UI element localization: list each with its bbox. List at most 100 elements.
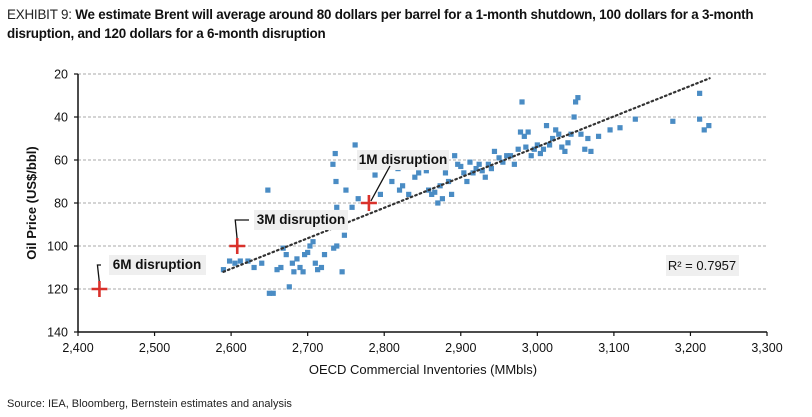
data-point xyxy=(528,153,534,159)
data-point xyxy=(274,267,280,273)
data-point xyxy=(585,135,591,142)
data-point xyxy=(286,284,292,290)
data-point xyxy=(416,170,422,176)
data-point xyxy=(519,99,525,105)
data-point xyxy=(515,146,521,152)
data-point xyxy=(297,264,303,271)
data-point xyxy=(300,269,306,275)
exhibit-label: EXHIBIT 9: xyxy=(7,7,72,22)
annotations: 1M disruption 3M disruption 6M disruption xyxy=(96,150,449,284)
data-point xyxy=(399,183,406,189)
data-point xyxy=(491,148,498,154)
x-tick-label: 2,700 xyxy=(292,341,323,355)
y-tick-label: 80 xyxy=(54,197,68,211)
data-point xyxy=(372,172,378,178)
data-point xyxy=(482,174,488,180)
data-point xyxy=(607,127,613,133)
annotation-box xyxy=(254,210,348,230)
data-point xyxy=(334,243,340,249)
source-note: Source: IEA, Bloomberg, Bernstein estima… xyxy=(7,398,292,410)
data-point xyxy=(461,170,467,176)
data-point xyxy=(473,166,479,172)
data-point xyxy=(332,150,338,157)
annotation-label: 1M disruption xyxy=(359,152,448,167)
data-point xyxy=(435,200,441,206)
data-point xyxy=(697,90,703,96)
data-point xyxy=(339,269,345,275)
data-point xyxy=(595,133,602,139)
annotation-box xyxy=(109,255,206,275)
data-point xyxy=(504,153,510,159)
data-point xyxy=(266,290,272,296)
data-point xyxy=(355,196,361,202)
data-point xyxy=(270,290,276,296)
x-tick-label: 2,900 xyxy=(445,341,476,355)
data-point xyxy=(582,146,588,152)
data-point xyxy=(423,168,429,174)
y-tick-label: 60 xyxy=(54,154,68,168)
data-point xyxy=(305,249,311,256)
data-point xyxy=(571,114,577,120)
data-point xyxy=(488,166,494,172)
r-squared-box: R² = 0.7957 xyxy=(666,255,739,276)
data-point xyxy=(543,123,550,129)
data-point xyxy=(265,187,271,193)
data-point xyxy=(525,129,531,135)
data-point xyxy=(534,142,540,148)
data-point xyxy=(556,131,562,137)
chart-headline: We estimate Brent will average around 80… xyxy=(7,7,754,41)
data-point xyxy=(588,148,594,154)
data-point xyxy=(377,191,383,197)
x-tick-label: 3,200 xyxy=(675,341,706,355)
x-tick-label: 2,600 xyxy=(215,341,246,355)
data-point xyxy=(550,135,556,142)
data-point xyxy=(278,264,284,271)
data-point xyxy=(511,161,517,167)
annotation-leader xyxy=(234,219,249,241)
data-point xyxy=(331,245,337,251)
data-point xyxy=(343,187,349,193)
data-point xyxy=(318,264,325,271)
data-point xyxy=(476,161,482,167)
annotation-label: 6M disruption xyxy=(113,257,202,272)
annotation-label: 3M disruption xyxy=(257,212,346,227)
x-tick-label: 3,300 xyxy=(751,341,782,355)
annotation-box xyxy=(357,150,449,170)
data-point xyxy=(467,159,473,165)
data-point xyxy=(500,159,506,165)
data-point xyxy=(546,142,553,148)
data-point xyxy=(573,99,579,105)
data-point xyxy=(349,204,355,210)
data-point xyxy=(307,243,313,249)
chart-title: EXHIBIT 9: We estimate Brent will averag… xyxy=(7,5,807,43)
data-point xyxy=(439,196,446,202)
annotation-leader xyxy=(370,165,391,202)
data-point xyxy=(294,256,300,262)
data-point xyxy=(291,269,297,275)
data-point xyxy=(432,189,438,195)
x-tick-label: 2,500 xyxy=(139,341,170,355)
data-point xyxy=(341,232,348,238)
data-point xyxy=(302,252,308,258)
data-point xyxy=(540,146,547,152)
x-axis-label: OECD Commercial Inventories (MMbls) xyxy=(309,362,537,377)
data-point xyxy=(448,191,455,197)
data-point xyxy=(523,144,529,150)
data-point xyxy=(632,116,638,122)
y-tick-label: 40 xyxy=(54,111,68,125)
scenario-markers xyxy=(91,195,377,297)
data-point xyxy=(259,260,265,266)
data-point xyxy=(697,116,703,122)
data-point xyxy=(245,258,251,264)
data-point xyxy=(289,260,295,266)
data-point xyxy=(617,125,623,131)
data-point xyxy=(412,174,418,180)
data-point xyxy=(521,133,527,139)
data-point xyxy=(226,258,233,264)
data-point xyxy=(315,267,321,273)
data-point xyxy=(251,264,257,271)
data-point xyxy=(531,146,537,152)
data-point xyxy=(565,140,571,146)
x-tick-label: 2,800 xyxy=(369,341,400,355)
